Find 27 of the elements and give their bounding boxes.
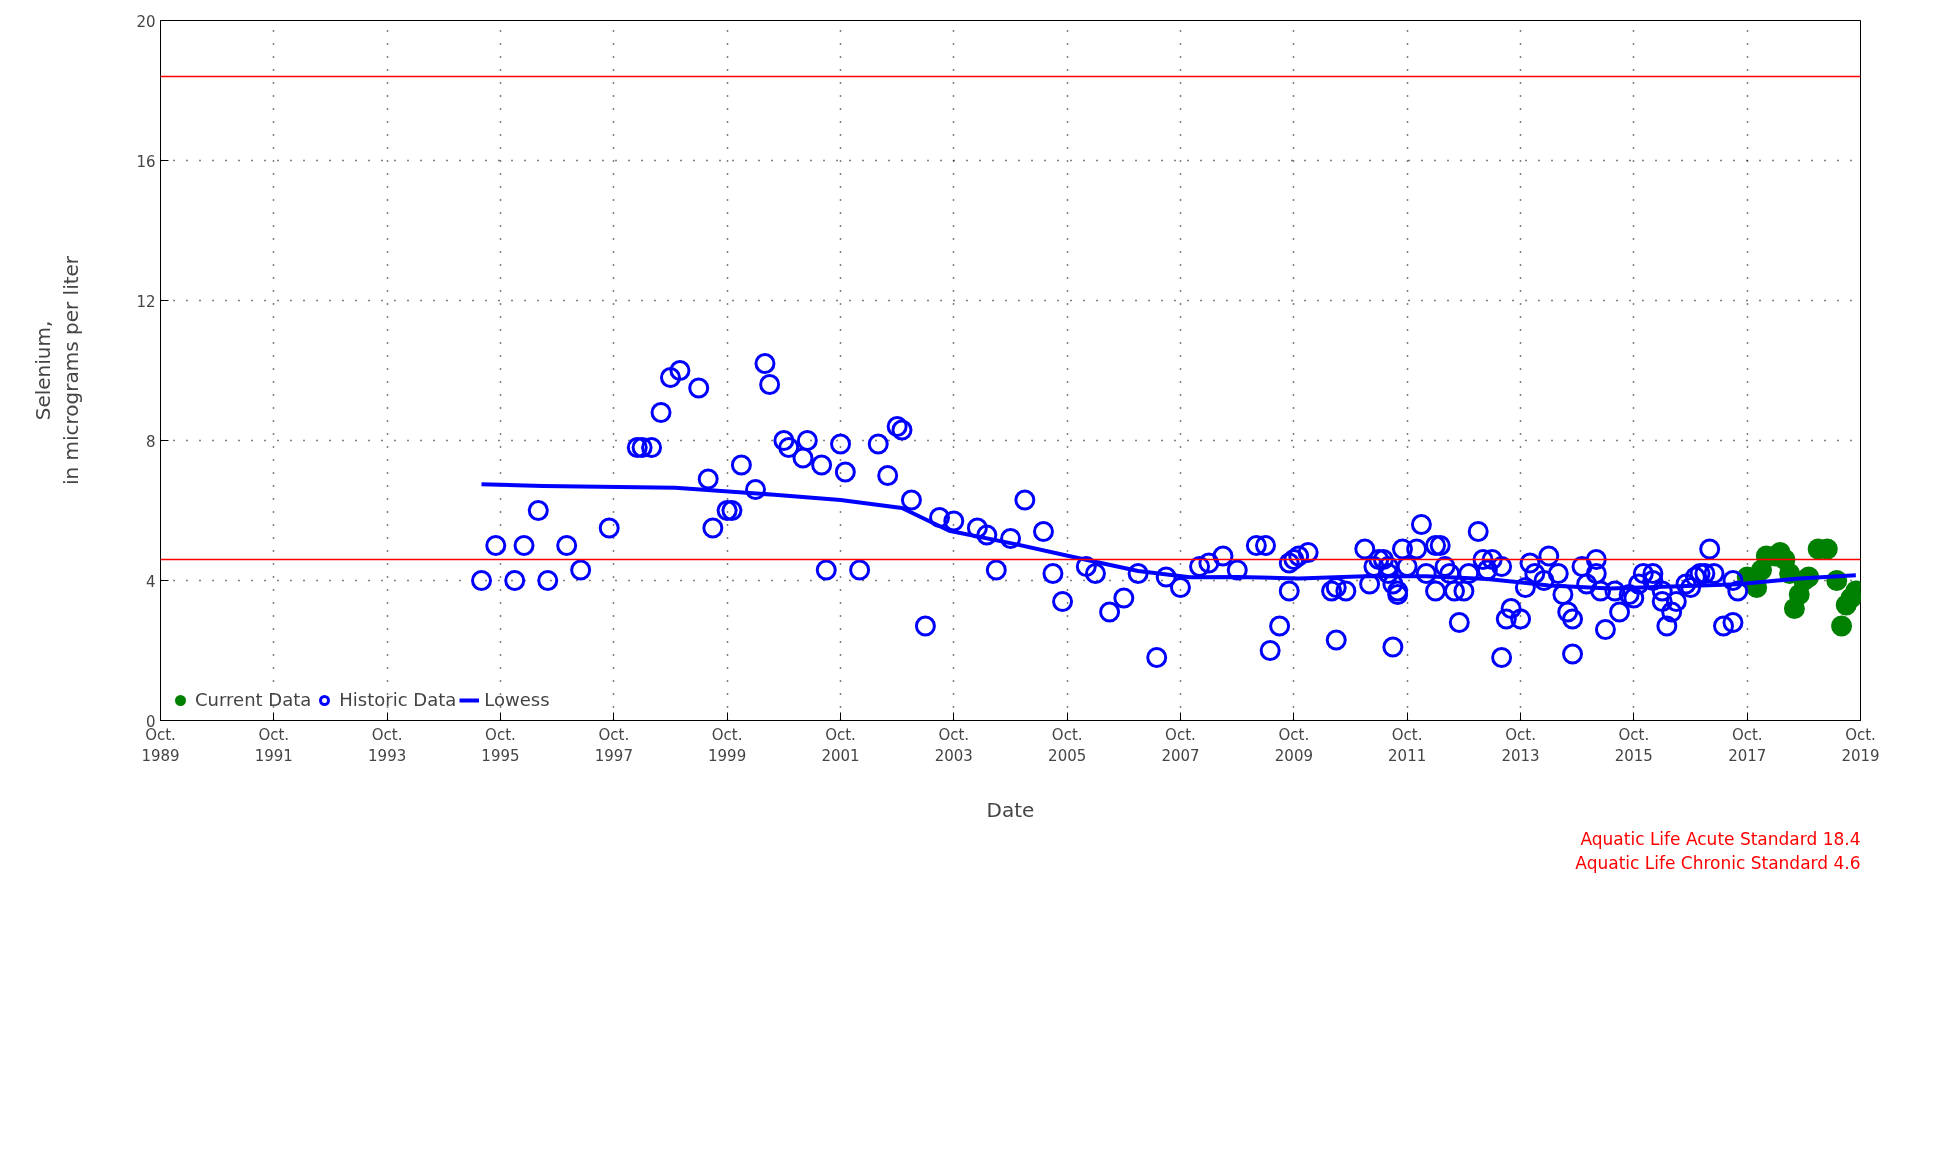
x-tick-label: Oct. 2011 — [1388, 725, 1427, 766]
legend-label: Lowess — [484, 689, 550, 710]
legend-label: Current Data — [195, 689, 312, 710]
legend-label: Historic Data — [339, 689, 457, 710]
x-tick-label: Oct. 2003 — [934, 725, 973, 766]
x-tick-label: Oct. 2017 — [1728, 725, 1767, 766]
y-tick-label: 12 — [136, 292, 156, 311]
y-axis-title: Selenium, in micrograms per liter — [30, 255, 84, 486]
y-tick-label: 4 — [145, 572, 156, 591]
x-tick-label: Oct. 2013 — [1501, 725, 1540, 766]
ref-line-label: Aquatic Life Chronic Standard 4.6 — [1575, 852, 1861, 873]
x-tick-label: Oct. 1997 — [594, 725, 633, 766]
x-tick-label: Oct. 1991 — [254, 725, 293, 766]
x-tick-label: Oct. 2009 — [1274, 725, 1313, 766]
x-tick-label: Oct. 2005 — [1048, 725, 1087, 766]
y-tick-label: 20 — [136, 12, 156, 31]
x-tick-label: Oct. 1999 — [708, 725, 747, 766]
x-tick-label: Oct. 1995 — [481, 725, 520, 766]
x-axis-title: Date — [986, 798, 1035, 823]
x-tick-label: Oct. 1993 — [368, 725, 407, 766]
x-tick-label: Oct. 2007 — [1161, 725, 1200, 766]
x-tick-label: Oct. 2001 — [821, 725, 860, 766]
y-tick-label: 16 — [136, 152, 156, 171]
x-tick-label: Oct. 2019 — [1841, 725, 1880, 766]
y-tick-label: 8 — [145, 432, 156, 451]
ref-line-label: Aquatic Life Acute Standard 18.4 — [1580, 828, 1861, 849]
x-tick-label: Oct. 2015 — [1614, 725, 1653, 766]
